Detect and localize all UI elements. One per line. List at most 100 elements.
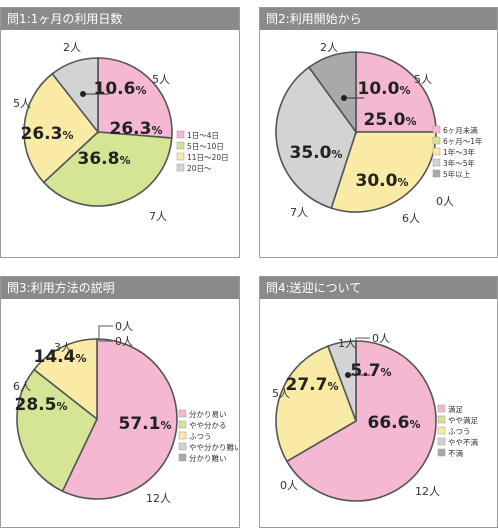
- pie-chart: 57.1% 28.5% 14.4% 12人 6人 3人 0人 0人分かり易いやや分かるふつうや…: [13, 320, 239, 505]
- legend-swatch: [176, 130, 185, 139]
- pie-slice: [23, 72, 100, 184]
- percent-label: 25.0%: [364, 110, 417, 130]
- percent-label: 26.3%: [21, 124, 74, 144]
- pie-slice: [32, 338, 98, 421]
- legend-swatch: [432, 125, 441, 134]
- count-label: 2人: [63, 41, 81, 54]
- count-label: 6人: [13, 380, 31, 393]
- count-label: 12人: [415, 485, 440, 498]
- percent-label: 30.0%: [356, 171, 409, 191]
- percent-label: 27.7%: [286, 375, 339, 395]
- legend-label: やや分かる: [189, 421, 227, 430]
- count-label: 6人: [402, 212, 420, 225]
- pie-slice: [275, 345, 357, 463]
- count-label: 0人: [436, 195, 454, 208]
- legend-label: 20日～: [187, 164, 212, 173]
- legend-swatch: [432, 136, 441, 145]
- panel-title: 問2:利用開始から: [260, 8, 497, 30]
- legend-label: 11日～20日: [187, 153, 229, 162]
- pie-slice: [51, 57, 99, 135]
- legend-label: 分かり難い: [189, 453, 227, 463]
- count-label: 3人: [54, 341, 72, 354]
- legend-label: 5日～10日: [187, 142, 224, 151]
- panel-q3: 問3:利用方法の説明 57.1% 28.5% 14.4% 12人 6人 3人 0人 0人分かり…: [0, 276, 240, 528]
- percent-label: 10.0%: [358, 79, 411, 99]
- pie-chart: 26.3%36.8%26.3%10.6%5人7人5人2人1日～4日5日～10日1…: [13, 41, 229, 223]
- legend-label: 1年～3年: [443, 147, 476, 157]
- legend-label: やや分かり難い: [189, 442, 239, 452]
- legend-swatch: [437, 415, 446, 424]
- legend-swatch: [178, 420, 187, 429]
- leader-dot: [345, 372, 351, 378]
- pie-slice: [42, 131, 173, 207]
- panel-q1: 問1:1ヶ月の利用日数 26.3% 36.8% 26.3% 10.6% 5人 7人 5人 2人…: [0, 7, 240, 258]
- percent-label: 14.4%: [34, 347, 87, 367]
- panel-q4: 問4:送迎について 66.6% 27.7% 5.7% 12人 5人 1人 0人 0人 満足 やや満…: [259, 276, 498, 528]
- legend-label: 不満: [448, 449, 463, 458]
- percent-label: 5.7%: [350, 361, 391, 381]
- percent-label: 57.1%: [119, 414, 172, 434]
- legend-swatch: [437, 426, 446, 435]
- count-label: 7人: [290, 206, 308, 219]
- pie-slice: [61, 338, 178, 500]
- legend-swatch: [437, 437, 446, 446]
- leader-dot: [80, 91, 86, 97]
- percent-label: 26.3%: [110, 119, 163, 139]
- panel-q2: 問2:利用開始から 25.0% 30.0% 35.0% 10.0% 5人 6人 7人 2人 0人…: [259, 7, 498, 258]
- pie-slice: [97, 57, 173, 139]
- percent-label: 66.6%: [368, 413, 421, 433]
- pie-slice: [355, 51, 437, 133]
- legend-label: 1日～4日: [187, 131, 219, 140]
- panel-title: 問4:送迎について: [260, 277, 497, 299]
- legend-swatch: [432, 147, 441, 156]
- legend-swatch: [437, 404, 446, 413]
- count-label: 5人: [152, 73, 170, 86]
- count-label: 5人: [414, 73, 432, 86]
- legend-swatch: [176, 141, 185, 150]
- count-label: 0人: [280, 479, 298, 492]
- percent-label: 35.0%: [290, 143, 343, 163]
- leader-line: [355, 337, 370, 349]
- legend-label: 6ヶ月～1年: [443, 136, 483, 146]
- legend-label: 5年以上: [443, 169, 471, 179]
- legend-swatch: [432, 169, 441, 178]
- leader-dot: [341, 95, 347, 101]
- count-label: 5人: [272, 387, 290, 400]
- legend-label: ふつう: [448, 427, 471, 436]
- legend-swatch: [176, 163, 185, 172]
- count-label: 12人: [146, 492, 171, 505]
- legend-swatch: [178, 453, 187, 462]
- legend-swatch: [432, 158, 441, 167]
- count-label: 0人: [115, 335, 133, 348]
- count-label: 0人: [372, 332, 390, 345]
- legend-label: 6ヶ月未満: [443, 125, 478, 135]
- leader-line: [98, 325, 113, 339]
- count-label: 5人: [13, 97, 31, 110]
- legend-swatch: [178, 409, 187, 418]
- pie-chart: 25.0% 30.0% 35.0% 10.0%5人 6人 7人 2人 0人 6ヶ月未満6ヶ月～1…: [275, 41, 483, 225]
- count-label: 7人: [149, 210, 167, 223]
- legend-swatch: [176, 152, 185, 161]
- leader-line: [98, 339, 113, 342]
- pie-slice: [285, 340, 437, 502]
- count-label: 1人: [338, 337, 356, 350]
- percent-label: 36.8%: [78, 149, 131, 169]
- legend-label: ふつう: [189, 432, 212, 441]
- count-label: 2人: [320, 41, 338, 54]
- percent-label: 28.5%: [15, 395, 68, 415]
- legend-swatch: [178, 442, 187, 451]
- legend-swatch: [178, 431, 187, 440]
- legend-label: やや満足: [448, 416, 478, 425]
- legend-label: やや不満: [448, 438, 478, 447]
- panel-title: 問3:利用方法の説明: [1, 277, 239, 299]
- pie-slice: [330, 131, 437, 213]
- panel-title: 問1:1ヶ月の利用日数: [1, 8, 239, 30]
- count-label: 0人: [115, 320, 133, 333]
- legend-label: 3年～5年: [443, 158, 476, 168]
- legend-label: 満足: [448, 405, 463, 414]
- legend-swatch: [437, 448, 446, 457]
- pie-slice: [307, 51, 357, 135]
- pie-slice: [16, 368, 98, 493]
- legend-label: 分かり易い: [189, 410, 227, 419]
